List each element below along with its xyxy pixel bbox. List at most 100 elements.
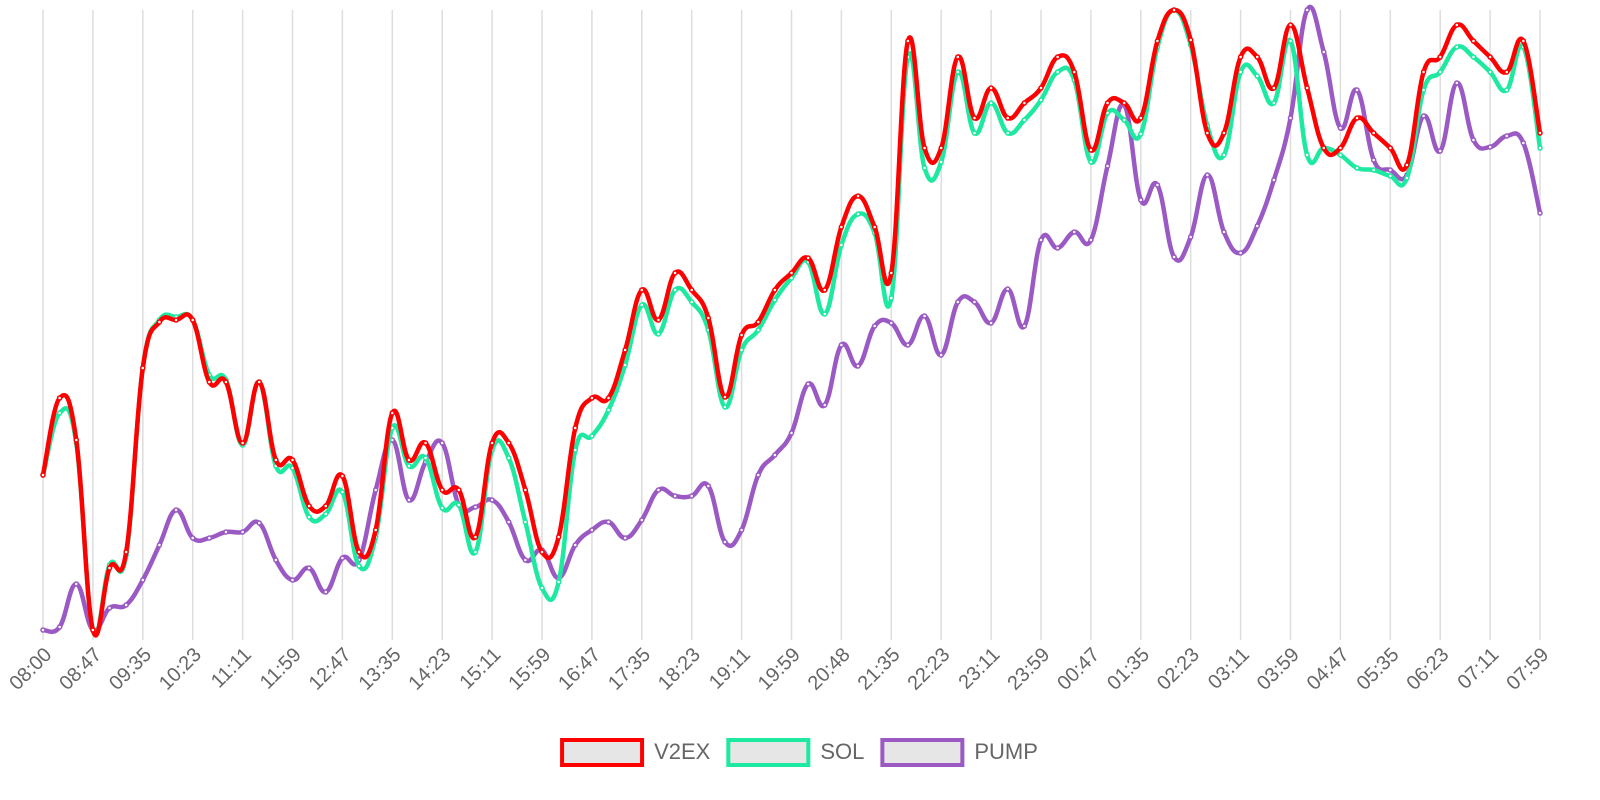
x-tick-label: 03:11 (1204, 644, 1254, 694)
point (1437, 54, 1443, 60)
series-line (40, 7, 1543, 638)
point (522, 557, 529, 563)
point (406, 457, 412, 463)
point (156, 319, 163, 325)
point (173, 317, 179, 323)
point (239, 529, 246, 535)
x-tick-label: 20:48 (804, 644, 855, 695)
point (223, 529, 229, 535)
point (472, 549, 479, 555)
point (1054, 69, 1061, 75)
point (888, 270, 895, 276)
point (422, 440, 429, 446)
point (1304, 85, 1310, 91)
x-tick-label: 11:59 (256, 644, 306, 694)
point (755, 319, 761, 325)
point (522, 519, 529, 525)
point (1254, 54, 1260, 60)
point (40, 627, 46, 633)
legend-swatch (880, 738, 965, 767)
point (56, 395, 63, 401)
point (838, 224, 845, 230)
point (1187, 37, 1194, 43)
point (1404, 175, 1410, 181)
point (639, 302, 645, 308)
point (1387, 167, 1394, 173)
x-tick-label: 23:59 (1003, 644, 1054, 695)
point (1154, 182, 1161, 188)
point (622, 535, 628, 541)
x-tick-label: 05:35 (1353, 644, 1404, 695)
point (589, 433, 595, 439)
point (1420, 69, 1427, 75)
point (639, 517, 645, 523)
point (1088, 147, 1094, 153)
point (605, 519, 612, 525)
point (1171, 254, 1177, 260)
point (805, 255, 811, 261)
point (1038, 85, 1044, 91)
point (189, 317, 196, 323)
point (140, 365, 146, 371)
point (905, 342, 911, 348)
point (406, 463, 412, 469)
point (805, 381, 811, 387)
point (1237, 250, 1244, 256)
point (306, 503, 312, 509)
point (539, 585, 545, 591)
point (1004, 286, 1011, 292)
legend: V2EX SOL PUMP (560, 738, 1038, 767)
x-tick-label: 01:35 (1103, 644, 1154, 695)
point (1287, 22, 1294, 28)
point (971, 115, 978, 121)
point (289, 577, 296, 583)
point (605, 395, 612, 401)
point (1337, 125, 1344, 131)
point (1354, 165, 1360, 171)
point (1138, 131, 1144, 137)
point (738, 527, 745, 533)
point (1470, 38, 1477, 44)
point (1387, 173, 1394, 179)
point (456, 502, 462, 508)
x-tick-label: 14:23 (405, 644, 456, 695)
point (1271, 100, 1277, 106)
point (472, 534, 479, 540)
point (1021, 100, 1028, 106)
point (1321, 145, 1327, 151)
point (1221, 229, 1227, 235)
x-tick-label: 06:23 (1403, 644, 1454, 695)
point (722, 394, 728, 400)
point (988, 85, 994, 91)
point (472, 504, 479, 510)
point (339, 555, 346, 561)
point (123, 549, 129, 555)
legend-label: PUMP (974, 739, 1038, 764)
point (1370, 167, 1377, 173)
point (40, 472, 46, 478)
point (622, 362, 628, 368)
point (1004, 115, 1011, 121)
point (1254, 223, 1260, 229)
point (1520, 38, 1527, 44)
point (555, 534, 562, 540)
point (406, 497, 412, 503)
point (1271, 177, 1277, 183)
point (1487, 144, 1493, 150)
point (239, 440, 246, 446)
point (788, 270, 795, 276)
point (688, 493, 695, 499)
point (788, 430, 795, 436)
point (1354, 115, 1360, 121)
point (339, 473, 346, 479)
point (888, 295, 895, 301)
point (622, 347, 628, 353)
point (1237, 69, 1244, 75)
point (1370, 130, 1377, 136)
point (921, 313, 928, 319)
point (1038, 97, 1044, 103)
point (306, 514, 312, 520)
point (539, 549, 545, 555)
x-tick-label: 07:11 (1453, 644, 1503, 694)
point (822, 402, 828, 408)
